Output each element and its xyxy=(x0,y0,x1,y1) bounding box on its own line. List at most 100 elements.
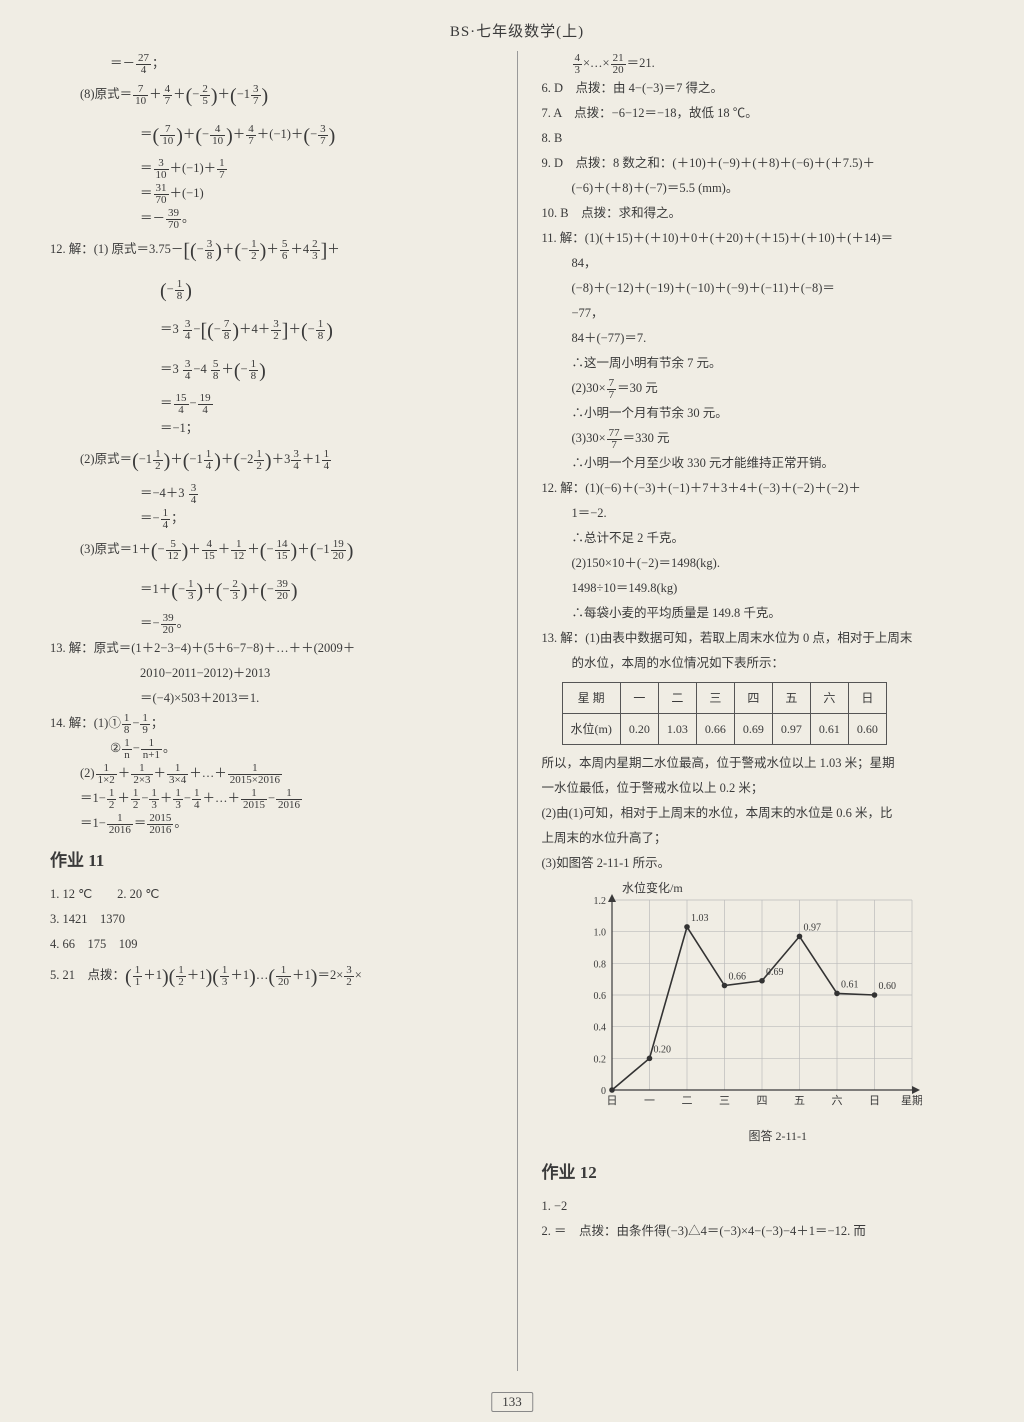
fraction: 14 xyxy=(192,788,202,811)
txt: (2)30× xyxy=(572,381,606,395)
fraction: 710 xyxy=(133,84,148,107)
svg-text:日: 日 xyxy=(606,1095,617,1107)
text-line: ＝310＋(−1)＋17 xyxy=(50,156,493,181)
txt: 。 xyxy=(182,211,195,225)
columns: ＝－274； (8)原式＝710＋47＋(−25)＋(−137) ＝(710)＋… xyxy=(50,51,984,1371)
txt: 14. 解：(1)① xyxy=(50,716,121,730)
text-line: 84， xyxy=(542,251,985,276)
text-line: 1. 12 ℃ 2. 20 ℃ xyxy=(50,882,493,907)
fraction: 1n xyxy=(122,738,132,761)
fraction: 112 xyxy=(231,539,246,562)
svg-text:0.61: 0.61 xyxy=(841,979,859,990)
text-line: −77， xyxy=(542,301,985,326)
text-line: ＝3 34−[(−78)＋4＋32]＋(−18) xyxy=(50,311,493,351)
water-table: 星 期一二三四五六日 水位(m)0.201.030.660.690.970.61… xyxy=(562,682,887,745)
column-divider xyxy=(517,51,518,1371)
svg-text:四: 四 xyxy=(756,1095,767,1107)
svg-text:0.2: 0.2 xyxy=(593,1054,606,1065)
table-cell: 0.60 xyxy=(848,714,886,745)
txt: − xyxy=(132,716,139,730)
fraction: 12 xyxy=(176,965,186,988)
txt: ； xyxy=(171,511,184,525)
text-line: 3. 1421 1370 xyxy=(50,907,493,932)
table-cell: 二 xyxy=(658,683,696,714)
fraction: 12015×2016 xyxy=(228,763,282,786)
fraction: 274 xyxy=(136,53,151,76)
fraction: 38 xyxy=(205,239,215,262)
fraction: 13 xyxy=(220,965,230,988)
fraction: 37 xyxy=(318,124,328,147)
fraction: 11 xyxy=(133,965,143,988)
text-line: ＝－3970。 xyxy=(50,206,493,231)
txt: ＝− xyxy=(140,616,160,630)
text-line: ＝(710)＋(−410)＋47＋(−1)＋(−37) xyxy=(50,116,493,156)
txt: ＝30 元 xyxy=(617,381,658,395)
txt: ＝－ xyxy=(140,211,165,225)
fraction: 120 xyxy=(276,965,291,988)
text-line: ∴小明一个月至少收 330 元才能维持正常开销。 xyxy=(542,451,985,476)
page-header: BS·七年级数学(上) xyxy=(50,20,984,41)
fraction: 1920 xyxy=(331,539,346,562)
svg-text:日: 日 xyxy=(869,1095,880,1107)
table-cell: 0.97 xyxy=(772,714,810,745)
txt: ＝ xyxy=(134,816,147,830)
text-line: (3)原式＝1＋(−512)＋415＋112＋(−1415)＋(−11920) xyxy=(50,531,493,571)
txt: − xyxy=(133,741,140,755)
text-line: ＝(−4)×503＋2013＝1. xyxy=(50,686,493,711)
txt: ＝－ xyxy=(110,56,135,70)
table-cell: 1.03 xyxy=(658,714,696,745)
table-cell: 五 xyxy=(772,683,810,714)
text-line: 6. D 点拨：由 4−(−3)＝7 得之。 xyxy=(542,76,985,101)
fraction: 14 xyxy=(204,449,214,472)
text-line: 12. 解：(1) 原式＝3.75－[(−38)＋(−12)＋56＋423]＋ xyxy=(50,231,493,271)
text-line: 84＋(−77)＝7. xyxy=(542,326,985,351)
fraction: 3970 xyxy=(166,208,181,231)
txt: (8)原式＝ xyxy=(80,87,132,101)
fraction: 415 xyxy=(202,539,217,562)
svg-text:0.66: 0.66 xyxy=(728,972,746,983)
fraction: 12 xyxy=(254,449,264,472)
svg-text:0.60: 0.60 xyxy=(878,981,896,992)
fraction: 154 xyxy=(174,393,189,416)
text-line: 43×…×2120＝21. xyxy=(542,51,985,76)
fraction: 1415 xyxy=(275,539,290,562)
txt: 5. 21 点拨： xyxy=(50,968,125,982)
txt: (2)原式＝ xyxy=(80,452,132,466)
table-cell: 星 期 xyxy=(562,683,620,714)
text-line: (2)11×2＋12×3＋13×4＋…＋12015×2016 xyxy=(50,761,493,786)
table-cell: 四 xyxy=(734,683,772,714)
fraction: 194 xyxy=(198,393,213,416)
fraction: 12016 xyxy=(276,788,302,811)
text-line: ∴总计不足 2 千克。 xyxy=(542,526,985,551)
svg-text:三: 三 xyxy=(719,1095,730,1107)
text-line: (2)由(1)可知，相对于上周末的水位，本周末的水位是 0.6 米，比 xyxy=(542,801,985,826)
text-line: (2)原式＝(−112)＋(−114)＋(−212)＋334＋114 xyxy=(50,441,493,481)
fraction: 34 xyxy=(183,359,193,382)
table-cell: 0.61 xyxy=(810,714,848,745)
text-line: 9. D 点拨：8 数之和：(＋10)＋(−9)＋(＋8)＋(−6)＋(＋7.5… xyxy=(542,151,985,176)
fraction: 14 xyxy=(161,508,171,531)
fraction: 20152016 xyxy=(147,813,173,836)
fraction: 18 xyxy=(249,359,259,382)
page-number: 133 xyxy=(491,1392,533,1412)
fraction: 37 xyxy=(251,84,261,107)
fraction: 56 xyxy=(280,239,290,262)
text-line: ＝−14； xyxy=(50,506,493,531)
fraction: 34 xyxy=(189,483,199,506)
txt: ＝−4＋3 xyxy=(140,486,188,500)
text-line: 4. 66 175 109 xyxy=(50,932,493,957)
fraction: 47 xyxy=(163,84,173,107)
text-line: ＝1＋(−13)＋(−23)＋(−3920) xyxy=(50,571,493,611)
fraction: 77 xyxy=(607,378,617,401)
fraction: 12 xyxy=(107,788,117,811)
fraction: 32 xyxy=(271,319,281,342)
table-cell: 0.69 xyxy=(734,714,772,745)
fraction: 23 xyxy=(310,239,320,262)
text-line: 13. 解：原式＝(1＋2−3−4)＋(5＋6−7−8)＋…＋＋(2009＋ xyxy=(50,636,493,661)
txt: ＝1− xyxy=(80,816,106,830)
fraction: 12×3 xyxy=(131,763,152,786)
txt: 。 xyxy=(177,616,190,630)
txt: (3)30× xyxy=(572,431,606,445)
text-line: 1498÷10＝149.8(kg) xyxy=(542,576,985,601)
fraction: 32 xyxy=(344,965,354,988)
